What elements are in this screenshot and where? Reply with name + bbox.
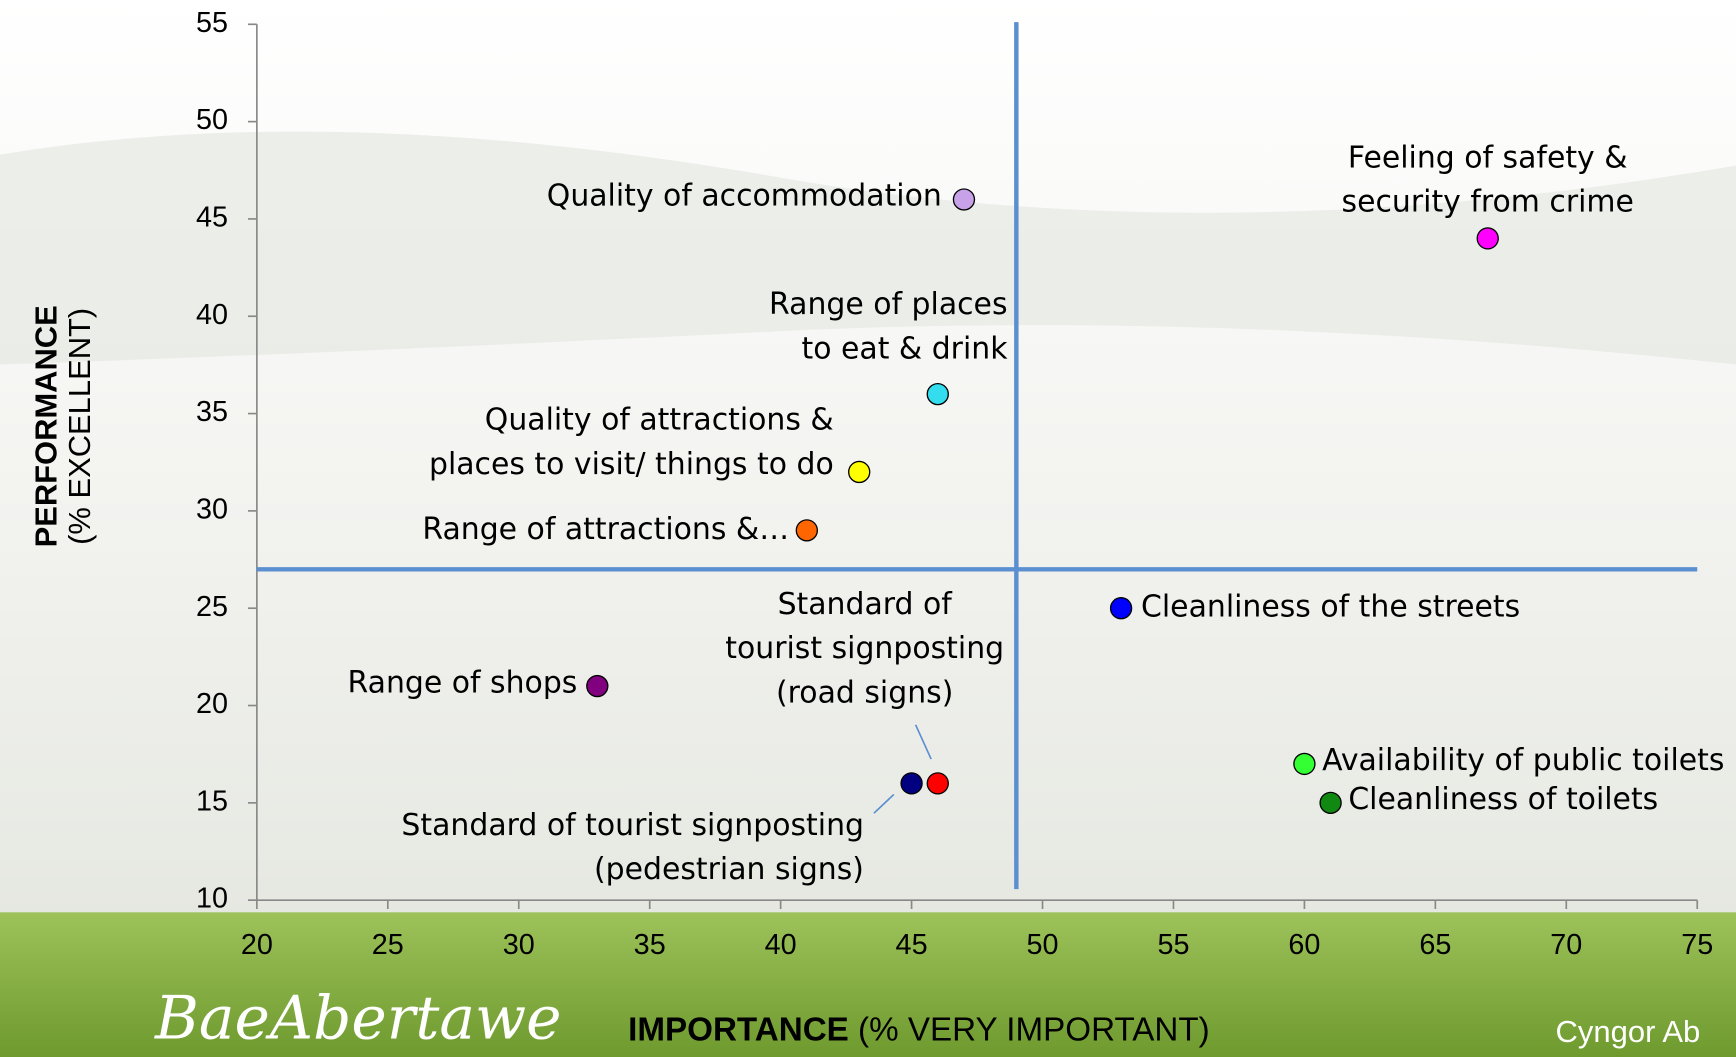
- point-label: Quality of attractions &: [485, 403, 834, 438]
- x-tick-label: 55: [1157, 929, 1189, 961]
- x-tick-label: 25: [372, 929, 404, 961]
- point: [1109, 597, 1133, 620]
- point-label: security from crime: [1342, 185, 1634, 220]
- point-label: Cleanliness of toilets: [1348, 782, 1658, 817]
- leader-line: [873, 793, 895, 814]
- y-tick-label: 50: [196, 104, 228, 136]
- point-label: tourist signposting: [725, 631, 1004, 666]
- point-label: (pedestrian signs): [594, 852, 864, 887]
- y-tick-label: 20: [196, 688, 228, 720]
- point-label: (road signs): [776, 675, 953, 710]
- point-label: Range of attractions &…: [422, 512, 789, 547]
- x-tick-label: 35: [634, 929, 666, 961]
- logo-text: BaeAbertawe: [154, 984, 562, 1053]
- point-label: Range of places: [769, 287, 1007, 322]
- logo-text: Cyngor Ab: [1556, 1014, 1701, 1049]
- x-axis-title-bold: IMPORTANCE: [628, 1011, 849, 1048]
- y-tick-label: 30: [196, 494, 228, 526]
- x-tick-label: 70: [1550, 929, 1582, 961]
- y-axis-title-sub: (% EXCELLENT): [62, 308, 97, 545]
- point: [795, 519, 819, 542]
- x-tick-label: 40: [765, 929, 797, 961]
- y-tick-label: 10: [196, 883, 228, 915]
- y-tick-label: 35: [196, 396, 228, 428]
- point-label: Feeling of safety &: [1348, 140, 1628, 175]
- x-axis-title: IMPORTANCE (% VERY IMPORTANT): [628, 1011, 1210, 1048]
- leader-line: [914, 724, 932, 760]
- x-tick-label: 60: [1288, 929, 1320, 961]
- y-tick-label: 40: [196, 299, 228, 331]
- point: [952, 188, 976, 211]
- point: [1293, 752, 1316, 776]
- point-label: Quality of accommodation: [547, 179, 942, 214]
- point: [1319, 791, 1342, 814]
- y-tick-label: 15: [196, 785, 228, 817]
- point: [926, 772, 949, 795]
- point-label: Standard of tourist signposting: [401, 808, 864, 843]
- point: [926, 382, 949, 406]
- y-tick-label: 45: [196, 202, 228, 234]
- point-label: Cleanliness of the streets: [1141, 590, 1520, 625]
- x-tick-label: 50: [1027, 929, 1059, 961]
- background-shape: [0, 131, 1736, 365]
- point: [1476, 227, 1499, 250]
- x-tick-label: 45: [896, 929, 928, 961]
- y-axis-title-bold: PERFORMANCE: [29, 305, 64, 547]
- point-label: Standard of: [778, 587, 954, 622]
- y-axis-title: PERFORMANCE: [29, 305, 64, 547]
- x-tick-label: 30: [503, 929, 535, 961]
- x-tick-label: 65: [1419, 929, 1451, 961]
- point-label: Availability of public toilets: [1322, 743, 1724, 778]
- point: [848, 460, 871, 484]
- x-tick-label: 20: [241, 929, 273, 961]
- point: [900, 772, 923, 795]
- point-label: places to visit/ things to do: [429, 447, 834, 482]
- y-tick-label: 55: [196, 7, 228, 39]
- point: [586, 674, 609, 698]
- x-tick-label: 75: [1681, 929, 1713, 961]
- x-axis-title-text: (% VERY IMPORTANT): [858, 1011, 1210, 1048]
- point-label: to eat & drink: [802, 331, 1009, 366]
- grass-band: [0, 912, 1736, 1057]
- point-label: Range of shops: [348, 665, 578, 700]
- y-tick-label: 25: [196, 591, 228, 623]
